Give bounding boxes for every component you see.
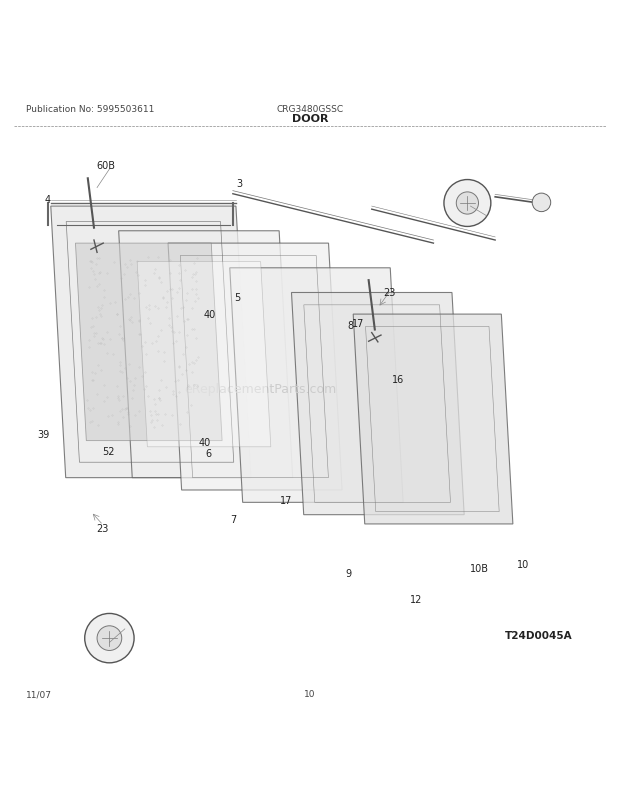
Circle shape — [532, 194, 551, 213]
Text: Publication No: 5995503611: Publication No: 5995503611 — [26, 105, 154, 114]
Text: 17: 17 — [280, 496, 293, 506]
Circle shape — [97, 626, 122, 650]
Text: 4: 4 — [45, 195, 51, 205]
Polygon shape — [353, 314, 513, 525]
Polygon shape — [76, 244, 222, 441]
Text: 40: 40 — [199, 438, 211, 448]
Polygon shape — [137, 262, 271, 448]
Polygon shape — [230, 269, 403, 503]
Text: 40: 40 — [203, 310, 216, 320]
Polygon shape — [118, 232, 293, 478]
Text: 3: 3 — [237, 179, 242, 189]
Text: 11/07: 11/07 — [26, 690, 52, 699]
Text: 60B: 60B — [97, 160, 116, 171]
Circle shape — [85, 614, 134, 663]
Circle shape — [444, 180, 491, 227]
Polygon shape — [291, 293, 464, 515]
Text: 10: 10 — [517, 559, 529, 569]
Text: 8: 8 — [347, 321, 353, 330]
Polygon shape — [168, 244, 342, 490]
Text: 5: 5 — [234, 293, 241, 302]
Text: 12: 12 — [410, 594, 422, 605]
Text: 52: 52 — [102, 447, 115, 456]
Text: 7: 7 — [230, 514, 236, 525]
Polygon shape — [51, 207, 251, 478]
Text: 6: 6 — [205, 448, 211, 459]
Circle shape — [456, 192, 479, 215]
Text: DOOR: DOOR — [292, 114, 328, 124]
Text: 23: 23 — [96, 524, 108, 533]
Text: 16: 16 — [392, 375, 404, 384]
Text: eReplacementParts.com: eReplacementParts.com — [185, 383, 337, 395]
Text: 23: 23 — [383, 288, 395, 298]
Text: CRG3480GSSC: CRG3480GSSC — [277, 105, 343, 114]
Text: T24D0045A: T24D0045A — [505, 630, 572, 640]
Text: 10: 10 — [304, 690, 316, 699]
Text: 10B: 10B — [470, 564, 489, 573]
Text: 17: 17 — [352, 319, 365, 329]
Text: 39: 39 — [37, 430, 50, 440]
Text: 9: 9 — [345, 569, 352, 578]
